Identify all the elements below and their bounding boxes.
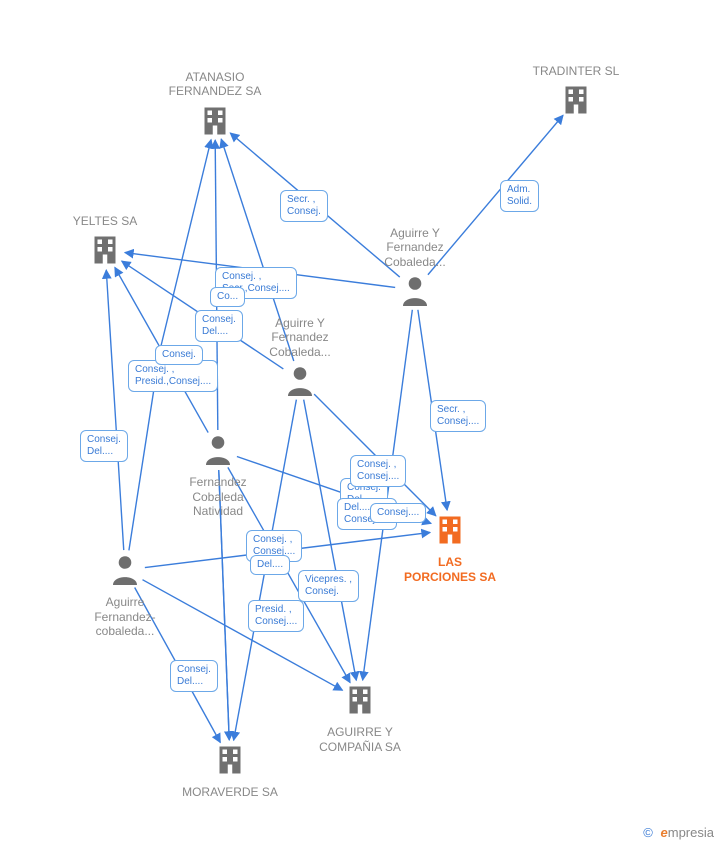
person-node[interactable]: FernandezCobaledaNatividad <box>158 432 278 519</box>
edge-label: Consej.Del.... <box>170 660 218 692</box>
footer-watermark: © empresia <box>643 825 714 840</box>
edge-label: Vicepres. ,Consej. <box>298 570 359 602</box>
node-label: ATANASIOFERNANDEZ SA <box>155 70 275 99</box>
node-label: YELTES SA <box>45 214 165 228</box>
company-node[interactable]: YELTES SA <box>45 214 165 272</box>
company-node[interactable]: MORAVERDE SA <box>170 742 290 800</box>
building-icon <box>155 103 275 142</box>
copyright-symbol: © <box>643 825 653 840</box>
edge-label: Consej.Del.... <box>80 430 128 462</box>
building-icon <box>170 742 290 781</box>
edge <box>106 270 124 550</box>
person-node[interactable]: Aguirre YFernandezCobaleda... <box>240 316 360 403</box>
node-label: AGUIRRE YCOMPAÑIA SA <box>300 725 420 754</box>
edge-label: Consej. <box>155 345 203 365</box>
brand-first-letter: e <box>661 825 668 840</box>
person-node[interactable]: AguirreFernandez-cobaleda... <box>65 552 185 639</box>
node-label: FernandezCobaledaNatividad <box>158 475 278 518</box>
company-node[interactable]: TRADINTER SL <box>516 64 636 122</box>
brand-rest: mpresia <box>668 825 714 840</box>
edge-label: Consej. ,Consej.... <box>350 455 406 487</box>
node-label: LASPORCIONES SA <box>390 555 510 584</box>
node-label: Aguirre YFernandezCobaleda... <box>240 316 360 359</box>
edge-label: Co... <box>210 287 245 307</box>
edge-label: Consej.... <box>370 503 426 523</box>
edge-label: Presid. ,Consej.... <box>248 600 304 632</box>
person-icon <box>65 552 185 591</box>
company-node[interactable]: AGUIRRE YCOMPAÑIA SA <box>300 682 420 754</box>
person-icon <box>158 432 278 471</box>
node-label: Aguirre YFernandezCobaleda... <box>355 226 475 269</box>
person-icon <box>355 273 475 312</box>
company-node[interactable]: ATANASIOFERNANDEZ SA <box>155 70 275 142</box>
diagram-canvas: ATANASIOFERNANDEZ SA TRADINTER SL YELTES… <box>0 0 728 850</box>
node-label: TRADINTER SL <box>516 64 636 78</box>
edge-label: Consej.Del.... <box>195 310 243 342</box>
building-icon <box>300 682 420 721</box>
building-icon <box>45 232 165 271</box>
edge-label: Adm.Solid. <box>500 180 539 212</box>
node-label: MORAVERDE SA <box>170 785 290 799</box>
node-label: AguirreFernandez-cobaleda... <box>65 595 185 638</box>
person-node[interactable]: Aguirre YFernandezCobaleda... <box>355 226 475 313</box>
edge-label: Secr. ,Consej. <box>280 190 328 222</box>
edge-label: Secr. ,Consej.... <box>430 400 486 432</box>
building-icon <box>516 82 636 121</box>
edge-label: Del.... <box>250 555 290 575</box>
edge <box>304 400 357 681</box>
person-icon <box>240 363 360 402</box>
